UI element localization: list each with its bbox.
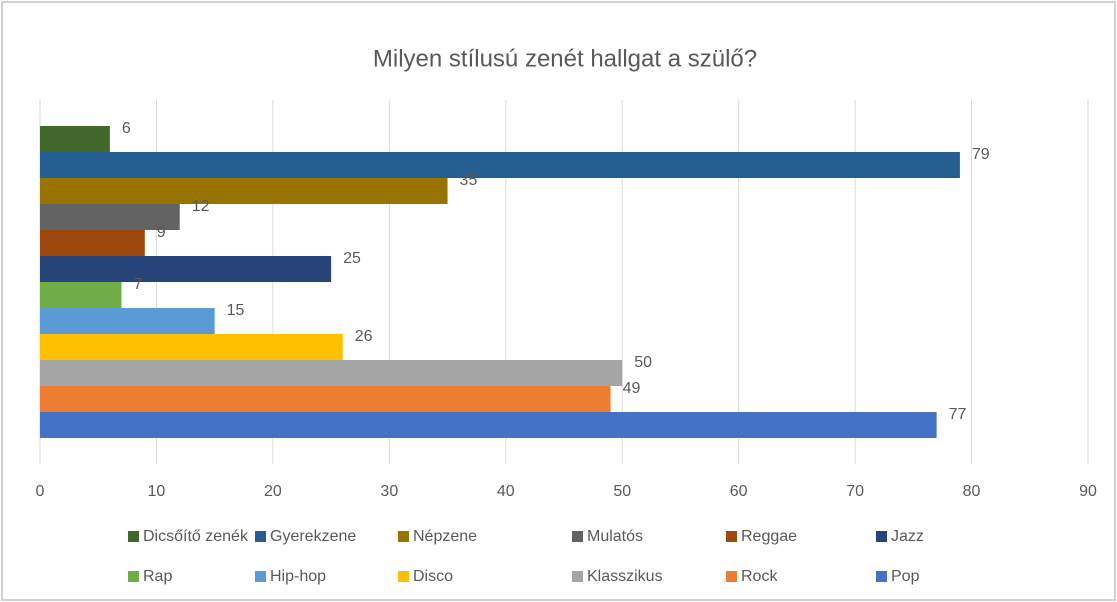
- legend-label: Rap: [143, 568, 172, 585]
- legend-swatch: [255, 531, 266, 542]
- legend-swatch: [726, 531, 737, 542]
- data-label: 26: [355, 328, 373, 345]
- x-tick-label: 60: [730, 483, 748, 500]
- legend-swatch: [398, 571, 409, 582]
- x-tick-label: 70: [846, 483, 864, 500]
- data-label: 77: [949, 406, 967, 423]
- legend-label: Jazz: [891, 528, 924, 545]
- data-label: 15: [227, 302, 245, 319]
- bar: [40, 334, 343, 360]
- bar: [40, 412, 937, 438]
- legend-label: Reggae: [741, 528, 797, 545]
- x-tick-label: 50: [613, 483, 631, 500]
- x-tick-label: 0: [36, 483, 45, 500]
- legend-swatch: [398, 531, 409, 542]
- data-label: 35: [460, 172, 478, 189]
- x-tick-label: 40: [497, 483, 515, 500]
- legend-label: Klasszikus: [587, 568, 663, 585]
- legend-label: Gyerekzene: [270, 528, 356, 545]
- bar: [40, 360, 623, 386]
- legend-swatch: [128, 571, 139, 582]
- data-label: 49: [623, 380, 641, 397]
- chart-title: Milyen stílusú zenét hallgat a szülő?: [373, 45, 757, 72]
- data-label: 7: [134, 276, 143, 293]
- data-label: 79: [972, 146, 990, 163]
- legend-label: Népzene: [413, 528, 477, 545]
- legend-label: Hip-hop: [270, 568, 326, 585]
- legend-swatch: [255, 571, 266, 582]
- data-label: 25: [343, 250, 361, 267]
- bar: [40, 204, 180, 230]
- legend-swatch: [572, 571, 583, 582]
- legend-swatch: [876, 531, 887, 542]
- legend-label: Mulatós: [587, 528, 643, 545]
- legend-label: Dicsőítő zenék: [143, 528, 249, 545]
- bar: [40, 230, 145, 256]
- x-tick-label: 30: [380, 483, 398, 500]
- legend-label: Rock: [741, 568, 778, 585]
- legend-swatch: [128, 531, 139, 542]
- data-label: 12: [192, 198, 210, 215]
- bar: [40, 256, 332, 282]
- data-label: 9: [157, 224, 166, 241]
- bar: [40, 152, 960, 178]
- legend-label: Pop: [891, 568, 920, 585]
- bar: [40, 308, 215, 334]
- x-tick-label: 90: [1079, 483, 1097, 500]
- x-tick-label: 20: [264, 483, 282, 500]
- bar: [40, 282, 122, 308]
- legend-swatch: [876, 571, 887, 582]
- bar: [40, 386, 611, 412]
- data-label: 50: [634, 354, 652, 371]
- legend-swatch: [572, 531, 583, 542]
- x-tick-label: 80: [963, 483, 981, 500]
- data-label: 6: [122, 120, 131, 137]
- legend-label: Disco: [413, 568, 453, 585]
- legend-swatch: [726, 571, 737, 582]
- bar: [40, 126, 110, 152]
- x-tick-label: 10: [148, 483, 166, 500]
- bar: [40, 178, 448, 204]
